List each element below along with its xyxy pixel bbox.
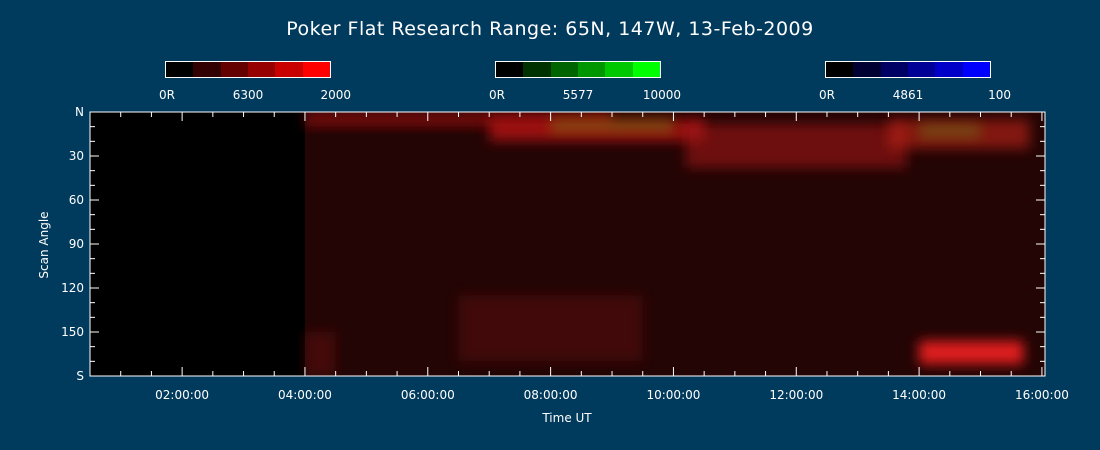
red-colorbar-min-label: 0R [159, 88, 175, 102]
x-axis-label: Time UT [541, 411, 592, 425]
colorbar-swatch [275, 62, 303, 77]
emission-region [458, 295, 643, 362]
y-tick-label: 60 [69, 193, 84, 207]
emission-region [550, 119, 674, 133]
x-tick-label: 08:00:00 [524, 388, 578, 402]
colorbar-swatch [193, 62, 221, 77]
colorbar-swatch [166, 62, 194, 77]
y-tick-label: 120 [61, 281, 84, 295]
colorbar-swatch [605, 62, 633, 77]
emission-region [304, 112, 1045, 376]
green-colorbar-strip [495, 61, 661, 78]
blue-colorbar-strip [825, 61, 991, 78]
red-colorbar-strip [165, 61, 331, 78]
green-colorbar-wavelength-label: 5577 [562, 88, 594, 102]
y-axis-label: Scan Angle [37, 211, 51, 278]
x-tick-label: 02:00:00 [155, 388, 209, 402]
x-tick-label: 14:00:00 [892, 388, 946, 402]
colorbar-swatch [907, 62, 936, 77]
colorbar-swatch [935, 62, 963, 77]
y-axis: N 30 60 90 120 150 S [61, 105, 1045, 383]
colorbar-swatch [577, 62, 606, 77]
emission-region [304, 332, 336, 376]
blue-colorbar: 0R 4861 100 [819, 61, 1011, 102]
green-colorbar-max-label: 10000 [642, 88, 681, 102]
blue-colorbar-wavelength-label: 4861 [892, 88, 924, 102]
red-colorbar: 0R 6300 2000 [159, 61, 351, 102]
emission-region [919, 123, 981, 139]
x-tick-label: 10:00:00 [646, 388, 700, 402]
green-colorbar: 0R 5577 10000 [489, 61, 681, 102]
red-colorbar-max-label: 2000 [320, 88, 351, 102]
colorbar-swatch [962, 62, 990, 77]
colorbar-swatch [880, 62, 908, 77]
x-tick-label: 12:00:00 [769, 388, 823, 402]
colorbar-swatch [220, 62, 248, 77]
colorbar-swatch [853, 62, 881, 77]
x-axis: 02:00:00 04:00:00 06:00:00 08:00:00 10:00:00… [120, 112, 1069, 402]
emission-region [685, 123, 907, 168]
colorbar-swatch [523, 62, 551, 77]
colorbar-swatch [550, 62, 578, 77]
y-tick-label: S [76, 369, 84, 383]
y-tick-label: 150 [61, 325, 84, 339]
x-tick-label: 06:00:00 [401, 388, 455, 402]
colorbar-swatch [826, 62, 854, 77]
emission-layer [304, 112, 1045, 376]
y-tick-label: 90 [69, 237, 84, 251]
red-colorbar-wavelength-label: 6300 [232, 88, 264, 102]
chart-title: Poker Flat Research Range: 65N, 147W, 13… [286, 18, 814, 40]
colorbar-swatch [496, 62, 524, 77]
x-tick-label: 04:00:00 [278, 388, 332, 402]
colorbar-swatch [302, 62, 330, 77]
colorbar-swatch [247, 62, 276, 77]
y-tick-label: N [75, 105, 84, 119]
colorbar-swatch [632, 62, 660, 77]
blue-colorbar-max-label: 100 [988, 88, 1011, 102]
x-tick-label: 16:00:00 [1015, 388, 1069, 402]
green-colorbar-min-label: 0R [489, 88, 505, 102]
blue-colorbar-min-label: 0R [819, 88, 835, 102]
y-tick-label: 30 [69, 149, 84, 163]
emission-region [919, 340, 1024, 365]
